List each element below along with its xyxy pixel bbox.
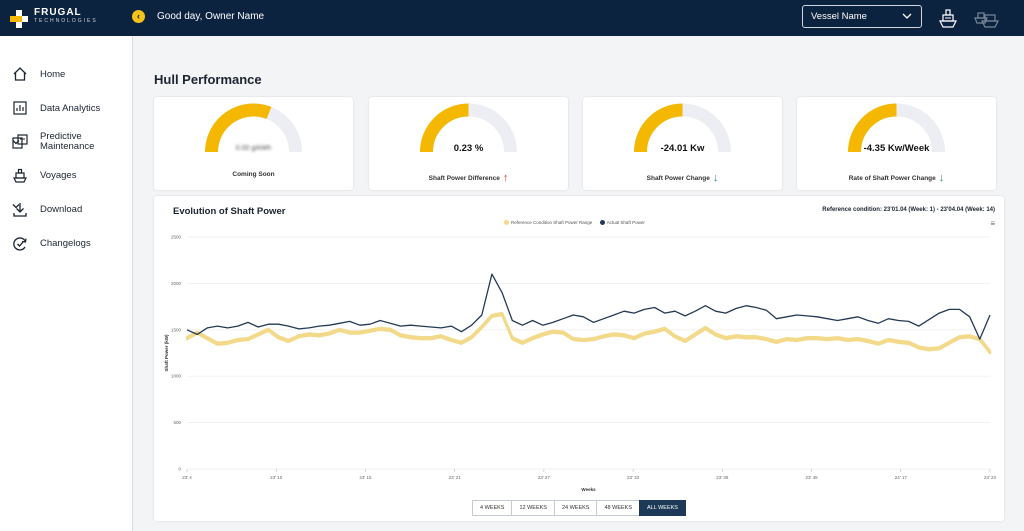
y-tick-label: 2000 — [171, 281, 182, 286]
card-label: Rate of Shaft Power Change ↓ — [797, 171, 996, 184]
vessel-select-value: Vessel Name — [811, 11, 867, 22]
main-content: Hull Performance 0.00 g/kWh Coming Soon … — [134, 36, 1024, 531]
x-tick-label: 23' 21 — [449, 475, 462, 480]
trend-down-icon: ↓ — [712, 172, 719, 184]
download-icon — [13, 203, 27, 217]
reference-condition: Reference condition: 23'01.04 (Week: 1) … — [822, 207, 995, 213]
chevron-down-icon — [12, 204, 20, 209]
gauge-value: 0.23 % — [453, 143, 484, 154]
card-label-text: Rate of Shaft Power Change — [848, 175, 936, 182]
legend-item[interactable]: Actual Shaft Power — [599, 220, 645, 225]
shaft-power-chart: 0 500 1000 1500 2000 2500 23' 4 23' 10 23' 15 23'… — [164, 235, 997, 493]
logo-main-text: FRUGAL — [34, 7, 82, 18]
gauge-fill — [848, 103, 897, 153]
trend-down-icon: ↓ — [938, 172, 945, 184]
bar-chart-icon — [13, 101, 27, 115]
sidebar-item-label: Changelogs — [40, 238, 91, 249]
card-label-text: Shaft Power Difference — [428, 175, 500, 182]
gauge-fill — [634, 103, 683, 153]
sidebar-item-label: Home — [40, 69, 66, 80]
x-tick-label: 23' 46 — [805, 475, 818, 480]
changelog-icon — [13, 237, 27, 251]
maintenance-icon — [12, 134, 28, 149]
card-label: Coming Soon — [232, 171, 275, 178]
kpi-card-shaft-power-difference: 0.23 % Shaft Power Difference ↑ — [369, 97, 568, 190]
card-label: Shaft Power Difference ↑ — [369, 171, 568, 184]
gauge-value: 0.00 g/kWh — [235, 145, 272, 152]
sidebar-item-label: Data Analytics — [40, 103, 101, 114]
kpi-card-rate-of-shaft-power-change: -4.35 Kw/Week Rate of Shaft Power Change… — [797, 97, 996, 190]
y-tick-label: 0 — [178, 467, 181, 472]
trend-up-icon: ↑ — [502, 172, 509, 184]
range-button-12-weeks[interactable]: 12 WEEKS — [511, 500, 555, 516]
x-axis-label: Weeks — [581, 487, 596, 492]
range-button-48-weeks[interactable]: 48 WEEKS — [596, 500, 640, 516]
sidebar-item-predictive-maintenance[interactable]: Predictive Maintenance — [0, 130, 133, 158]
kpi-card-coming-soon: 0.00 g/kWh Coming Soon — [154, 97, 353, 190]
gauge — [848, 103, 945, 153]
chevron-down-icon — [12, 140, 20, 145]
gauge-value: -24.01 Kw — [660, 143, 705, 154]
chart-menu-icon[interactable]: ≡ — [990, 219, 995, 228]
card-label: Shaft Power Change ↓ — [583, 171, 782, 184]
logo-mark-icon — [10, 10, 28, 28]
x-tick-label: 23' 4 — [182, 475, 192, 480]
y-tick-label: 1500 — [171, 327, 182, 332]
reference-range-band — [185, 311, 992, 355]
x-tick-label: 23' 38 — [716, 475, 729, 480]
shaft-power-chart-card: Evolution of Shaft Power Reference condi… — [154, 196, 1004, 521]
y-tick-label: 1000 — [171, 374, 182, 379]
chart-legend: Reference Condition Shaft Power Range Ac… — [504, 220, 651, 225]
ship-icon — [13, 168, 27, 183]
gauge-fill — [205, 103, 272, 153]
vessel-select[interactable]: Vessel Name — [802, 5, 922, 28]
legend-dot — [504, 220, 509, 225]
gauge-fill — [420, 103, 469, 153]
legend-label: Reference Condition Shaft Power Range — [511, 220, 593, 225]
time-range-selector: 4 WEEKS 12 WEEKS 24 WEEKS 48 WEEKS ALL W… — [472, 500, 686, 516]
greeting-text: Good day, Owner Name — [157, 11, 265, 22]
company-logo[interactable]: FRUGAL TECHNOLOGIES — [8, 6, 98, 30]
sidebar-item-label: Voyages — [40, 170, 77, 181]
chevron-down-icon — [902, 13, 912, 19]
gauge-value: -4.35 Kw/Week — [863, 143, 930, 154]
y-tick-label: 2500 — [171, 235, 182, 240]
kpi-card-shaft-power-change: -24.01 Kw Shaft Power Change ↓ — [583, 97, 782, 190]
range-button-all-weeks[interactable]: ALL WEEKS — [639, 500, 686, 516]
sidebar-item-download[interactable]: Download — [0, 198, 133, 222]
vessel-icon[interactable] — [936, 6, 960, 30]
x-tick-label: 23' 15 — [359, 475, 372, 480]
page-title: Hull Performance — [154, 72, 262, 87]
sidebar-item-voyages[interactable]: Voyages — [0, 164, 133, 188]
fleet-icon[interactable] — [972, 6, 1002, 30]
legend-label: Actual Shaft Power — [606, 220, 645, 225]
sidebar-item-label: Predictive Maintenance — [40, 131, 95, 152]
gauge — [634, 103, 731, 153]
y-axis-label: Shaft Power (kW) — [164, 334, 169, 372]
y-tick-label: 500 — [173, 420, 181, 425]
sidebar-item-changelogs[interactable]: Changelogs — [0, 232, 133, 256]
chart-title: Evolution of Shaft Power — [173, 206, 286, 217]
x-tick-label: 24' 17 — [895, 475, 908, 480]
card-label-text: Shaft Power Change — [646, 175, 710, 182]
range-button-4-weeks[interactable]: 4 WEEKS — [472, 500, 513, 516]
x-tick-label: 23' 27 — [538, 475, 551, 480]
logo-sub-text: TECHNOLOGIES — [34, 18, 98, 24]
gauge — [205, 103, 302, 153]
sidebar-item-home[interactable]: Home — [0, 62, 133, 86]
gauge — [420, 103, 517, 153]
x-tick-label: 23' 33 — [627, 475, 640, 480]
sidebar-toggle-button[interactable]: ‹ — [132, 10, 145, 23]
x-tick-label: 24' 23 — [984, 475, 997, 480]
legend-dot — [599, 220, 605, 225]
range-button-24-weeks[interactable]: 24 WEEKS — [553, 500, 598, 516]
sidebar: Home Data Analytics Predictive Maintenan… — [0, 36, 133, 531]
top-bar: FRUGAL TECHNOLOGIES ‹ Good day, Owner Na… — [0, 0, 1024, 36]
legend-item[interactable]: Reference Condition Shaft Power Range — [504, 220, 592, 225]
x-tick-label: 23' 10 — [270, 475, 283, 480]
home-icon — [13, 67, 27, 81]
actual-shaft-power-line — [186, 273, 991, 340]
sidebar-item-label: Download — [40, 204, 83, 215]
sidebar-item-data-analytics[interactable]: Data Analytics — [0, 96, 133, 120]
